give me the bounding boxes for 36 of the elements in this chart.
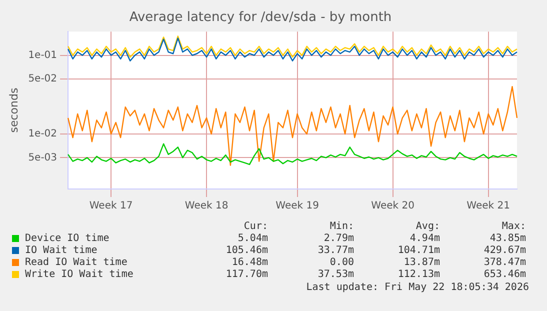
legend-label: Read IO Wait time: [25, 256, 128, 268]
text: Min:: [328, 220, 354, 232]
text: 429.67m: [482, 244, 526, 256]
text: 104.71m: [396, 244, 440, 256]
text: Avg:: [414, 220, 440, 232]
text: 653.46m: [482, 268, 526, 280]
x-tick-label: Week 20: [371, 200, 414, 212]
x-tick-label: Week 18: [184, 200, 228, 212]
text: 2.79m: [322, 232, 354, 244]
chart-title: Average latency for /dev/sda - by month: [129, 10, 392, 26]
text: 43.85m: [488, 232, 526, 244]
x-tick-label: Week 19: [276, 200, 319, 212]
text: 5.04m: [236, 232, 268, 244]
y-tick-label: 1e-02: [28, 128, 58, 140]
x-tick-label: Week 17: [89, 200, 133, 212]
y-tick-label: 1e-01: [28, 50, 58, 61]
text: 16.48m: [230, 256, 268, 268]
text: Cur:: [242, 220, 268, 232]
text: Max:: [500, 220, 526, 232]
legend-label: Device IO time: [25, 232, 110, 244]
text: 105.46m: [224, 244, 268, 256]
text: 4.94m: [408, 232, 440, 244]
y-tick-label: 5e-02: [28, 74, 58, 85]
text: 378.47m: [482, 256, 526, 268]
legend-label: Write IO Wait time: [25, 268, 134, 280]
text: 13.87m: [402, 256, 440, 268]
text: 117.70m: [224, 268, 268, 280]
y-tick-label: 5e-03: [28, 152, 58, 164]
text: Last update: Fri May 22 18:05:34 2026: [306, 282, 529, 293]
text: 33.77m: [316, 244, 354, 256]
x-tick-label: Week 21: [466, 200, 510, 212]
y-axis-title: seconds: [7, 88, 20, 133]
text: 112.13m: [396, 268, 440, 280]
text: 0.00: [328, 256, 354, 268]
legend-label: IO Wait time: [25, 244, 98, 256]
text: 37.53m: [316, 268, 354, 280]
